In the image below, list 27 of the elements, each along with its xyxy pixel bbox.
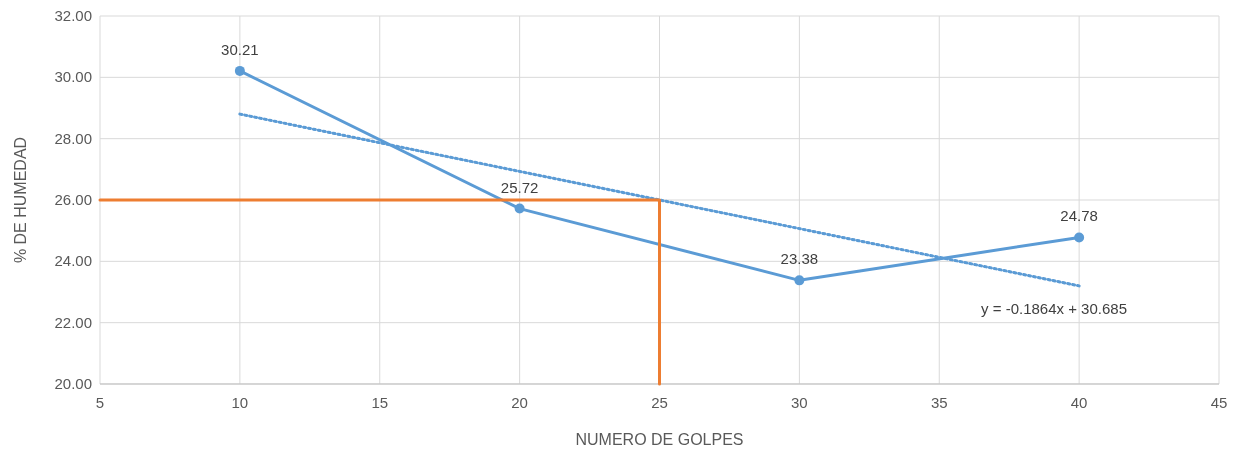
x-tick-label: 35 <box>930 394 948 411</box>
y-tick-label: 32.00 <box>54 7 92 24</box>
y-tick-label: 24.00 <box>54 252 92 270</box>
y-tick-label: 26.00 <box>54 191 92 208</box>
x-tick-label: 10 <box>231 394 249 411</box>
x-tick-label: 45 <box>1210 394 1228 411</box>
y-tick-label: 22.00 <box>54 313 92 331</box>
x-tick-label: 15 <box>371 394 389 411</box>
y-axis-title: % DE HUMEDAD <box>12 136 29 264</box>
point <box>1074 232 1085 243</box>
x-tick-label: 30 <box>791 394 808 411</box>
x-tick-label: 40 <box>1070 394 1088 411</box>
y-tick-label: 28.00 <box>54 129 92 147</box>
x-tick-label: 25 <box>651 394 668 411</box>
data-label: 24.78 <box>1060 207 1098 225</box>
data-label: 23.38 <box>780 250 819 268</box>
point <box>234 65 245 76</box>
annotation: y = -0.1864x + 30.685 <box>981 300 1127 317</box>
x-tick-label: 20 <box>511 394 528 411</box>
x-axis-title: NUMERO DE GOLPES <box>575 431 744 448</box>
point <box>514 203 525 214</box>
x-tick-label: 5 <box>95 394 105 411</box>
point <box>794 275 805 286</box>
y-tick-label: 20.00 <box>54 375 92 392</box>
data-label: 30.21 <box>221 40 259 58</box>
y-tick-label: 30.00 <box>54 68 92 86</box>
data-label: 25.72 <box>500 178 539 196</box>
